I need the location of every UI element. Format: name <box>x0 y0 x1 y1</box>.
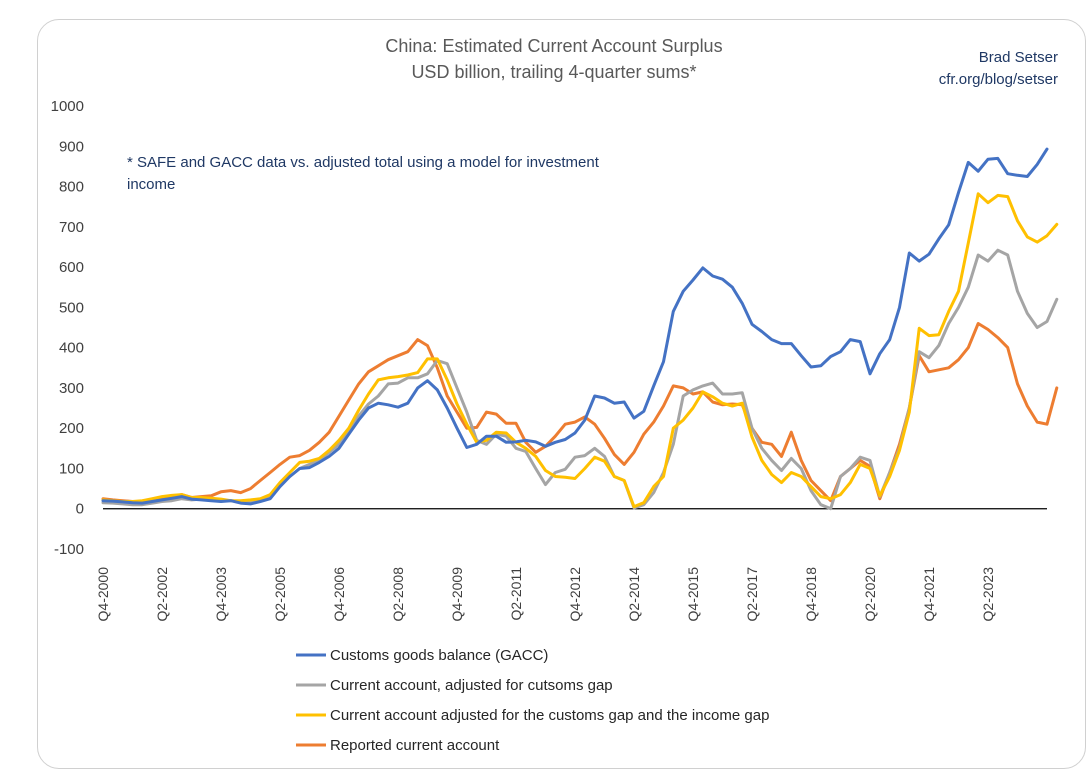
x-tick-label: Q2-2014 <box>626 567 642 622</box>
y-tick-label: 0 <box>76 501 84 518</box>
y-tick-label: 500 <box>59 299 84 316</box>
y-axis: -100 0 100 200 300 400 500 600 700 800 900 1000 <box>51 98 1047 558</box>
x-tick-label: Q2-2011 <box>508 567 524 621</box>
legend-label: Current account adjusted for the customs… <box>330 707 769 724</box>
y-tick-label: 1000 <box>51 98 84 115</box>
legend-label: Customs goods balance (GACC) <box>330 647 548 664</box>
x-tick-label: Q2-2023 <box>980 567 996 622</box>
y-tick-label: 900 <box>59 138 84 155</box>
x-tick-label: Q2-2017 <box>744 567 760 622</box>
x-tick-label: Q4-2000 <box>95 567 111 622</box>
x-tick-label: Q2-2008 <box>390 567 406 622</box>
x-tick-label: Q4-2012 <box>567 567 583 622</box>
legend-label: Reported current account <box>330 737 500 754</box>
credit-author: Brad Setser <box>979 49 1058 66</box>
y-tick-label: 600 <box>59 259 84 276</box>
y-tick-label: 100 <box>59 460 84 477</box>
x-axis: Q4-2000 Q2-2002 Q4-2003 Q2-2005 Q4-2006 Q2-20… <box>95 567 996 622</box>
credit-url: cfr.org/blog/setser <box>939 71 1058 88</box>
y-tick-label: 800 <box>59 179 84 196</box>
y-tick-label: 200 <box>59 420 84 437</box>
series-line-2 <box>101 192 1059 509</box>
series-lines <box>101 147 1059 511</box>
footnote-line-2: income <box>127 176 175 193</box>
footnote-line-1: * SAFE and GACC data vs. adjusted total … <box>127 154 600 171</box>
series-line-0 <box>101 147 1049 506</box>
x-tick-label: Q4-2021 <box>921 567 937 622</box>
chart-subtitle: USD billion, trailing 4-quarter sums* <box>411 62 696 82</box>
y-tick-label: 300 <box>59 380 84 397</box>
chart-title: China: Estimated Current Account Surplus <box>385 36 722 56</box>
x-tick-label: Q4-2006 <box>331 567 347 622</box>
y-tick-label: 400 <box>59 340 84 357</box>
y-tick-label: -100 <box>54 541 84 558</box>
x-tick-label: Q2-2020 <box>862 567 878 622</box>
legend: Customs goods balance (GACC) Current acco… <box>296 647 769 754</box>
x-tick-label: Q4-2009 <box>449 567 465 622</box>
x-tick-label: Q2-2002 <box>154 567 170 622</box>
x-tick-label: Q2-2005 <box>272 567 288 622</box>
y-tick-label: 700 <box>59 219 84 236</box>
legend-label: Current account, adjusted for cutsoms ga… <box>330 677 613 694</box>
x-tick-label: Q4-2018 <box>803 567 819 622</box>
x-tick-label: Q4-2015 <box>685 567 701 622</box>
x-tick-label: Q4-2003 <box>213 567 229 622</box>
